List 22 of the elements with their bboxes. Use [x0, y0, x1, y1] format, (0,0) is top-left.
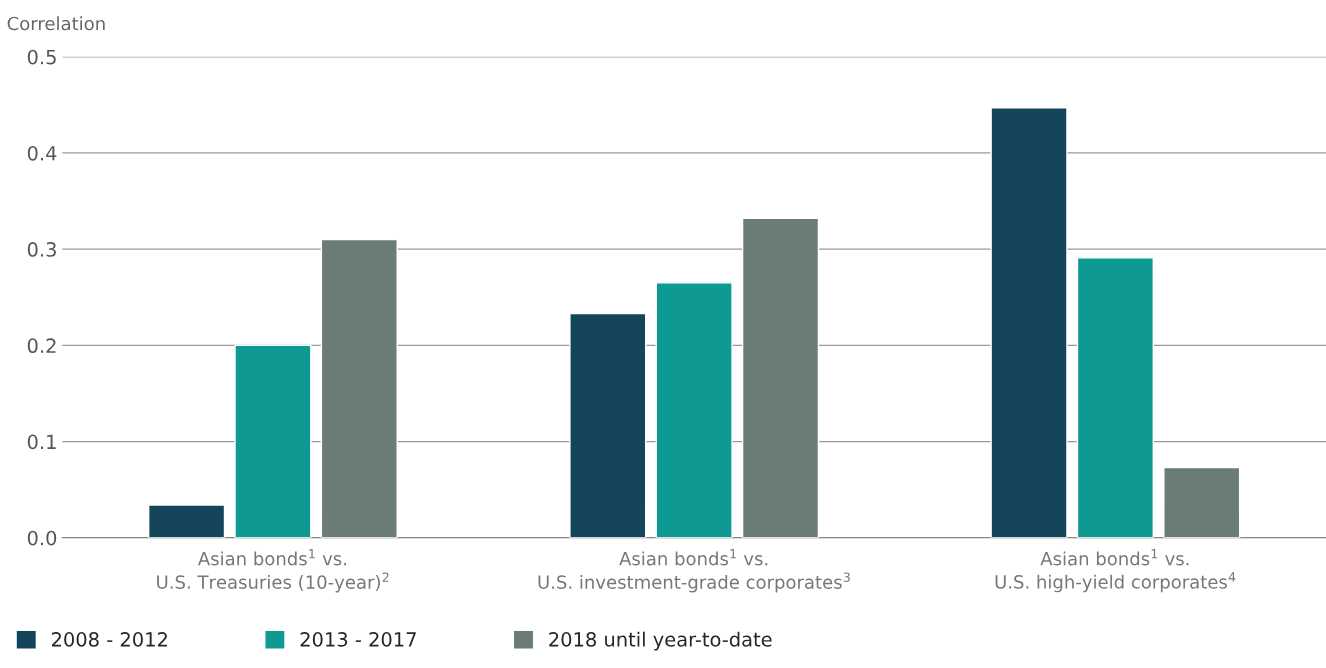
x-tick-label: Asian bonds$^{1}$ vs. U.S. high-yield corporates$^{4}$: [995, 549, 1236, 593]
bar: [655, 282, 733, 538]
y-tick-label: 0.3: [27, 242, 56, 257]
bar: [741, 217, 820, 538]
legend-label: 2008 - 2012: [51, 632, 167, 647]
bar: [1076, 257, 1154, 538]
y-tick-label: 0.4: [27, 145, 57, 161]
x-tick-label: Asian bonds$^{1}$ vs. U.S. investment-grade corporates$^{3}$: [538, 549, 850, 593]
bar: [320, 238, 398, 538]
y-tick-label: 0.1: [27, 434, 56, 450]
y-tick-label: 0.5: [27, 49, 56, 65]
y-tick-label: 0.2: [27, 338, 56, 354]
bar: [990, 107, 1068, 538]
x-tick-label: Asian bonds$^{1}$ vs. U.S. Treasuries (10-year)$^{2}$: [157, 549, 389, 593]
legend-label: 2013 - 2017: [300, 632, 416, 647]
bar: [569, 312, 647, 538]
y-tick-label: 0.0: [27, 530, 57, 546]
y-axis-title: Correlation: [7, 16, 105, 31]
legend-label: 2018 until year-to-date: [549, 631, 772, 651]
bar: [234, 344, 312, 538]
bar: [1163, 466, 1241, 538]
bar: [147, 504, 226, 538]
